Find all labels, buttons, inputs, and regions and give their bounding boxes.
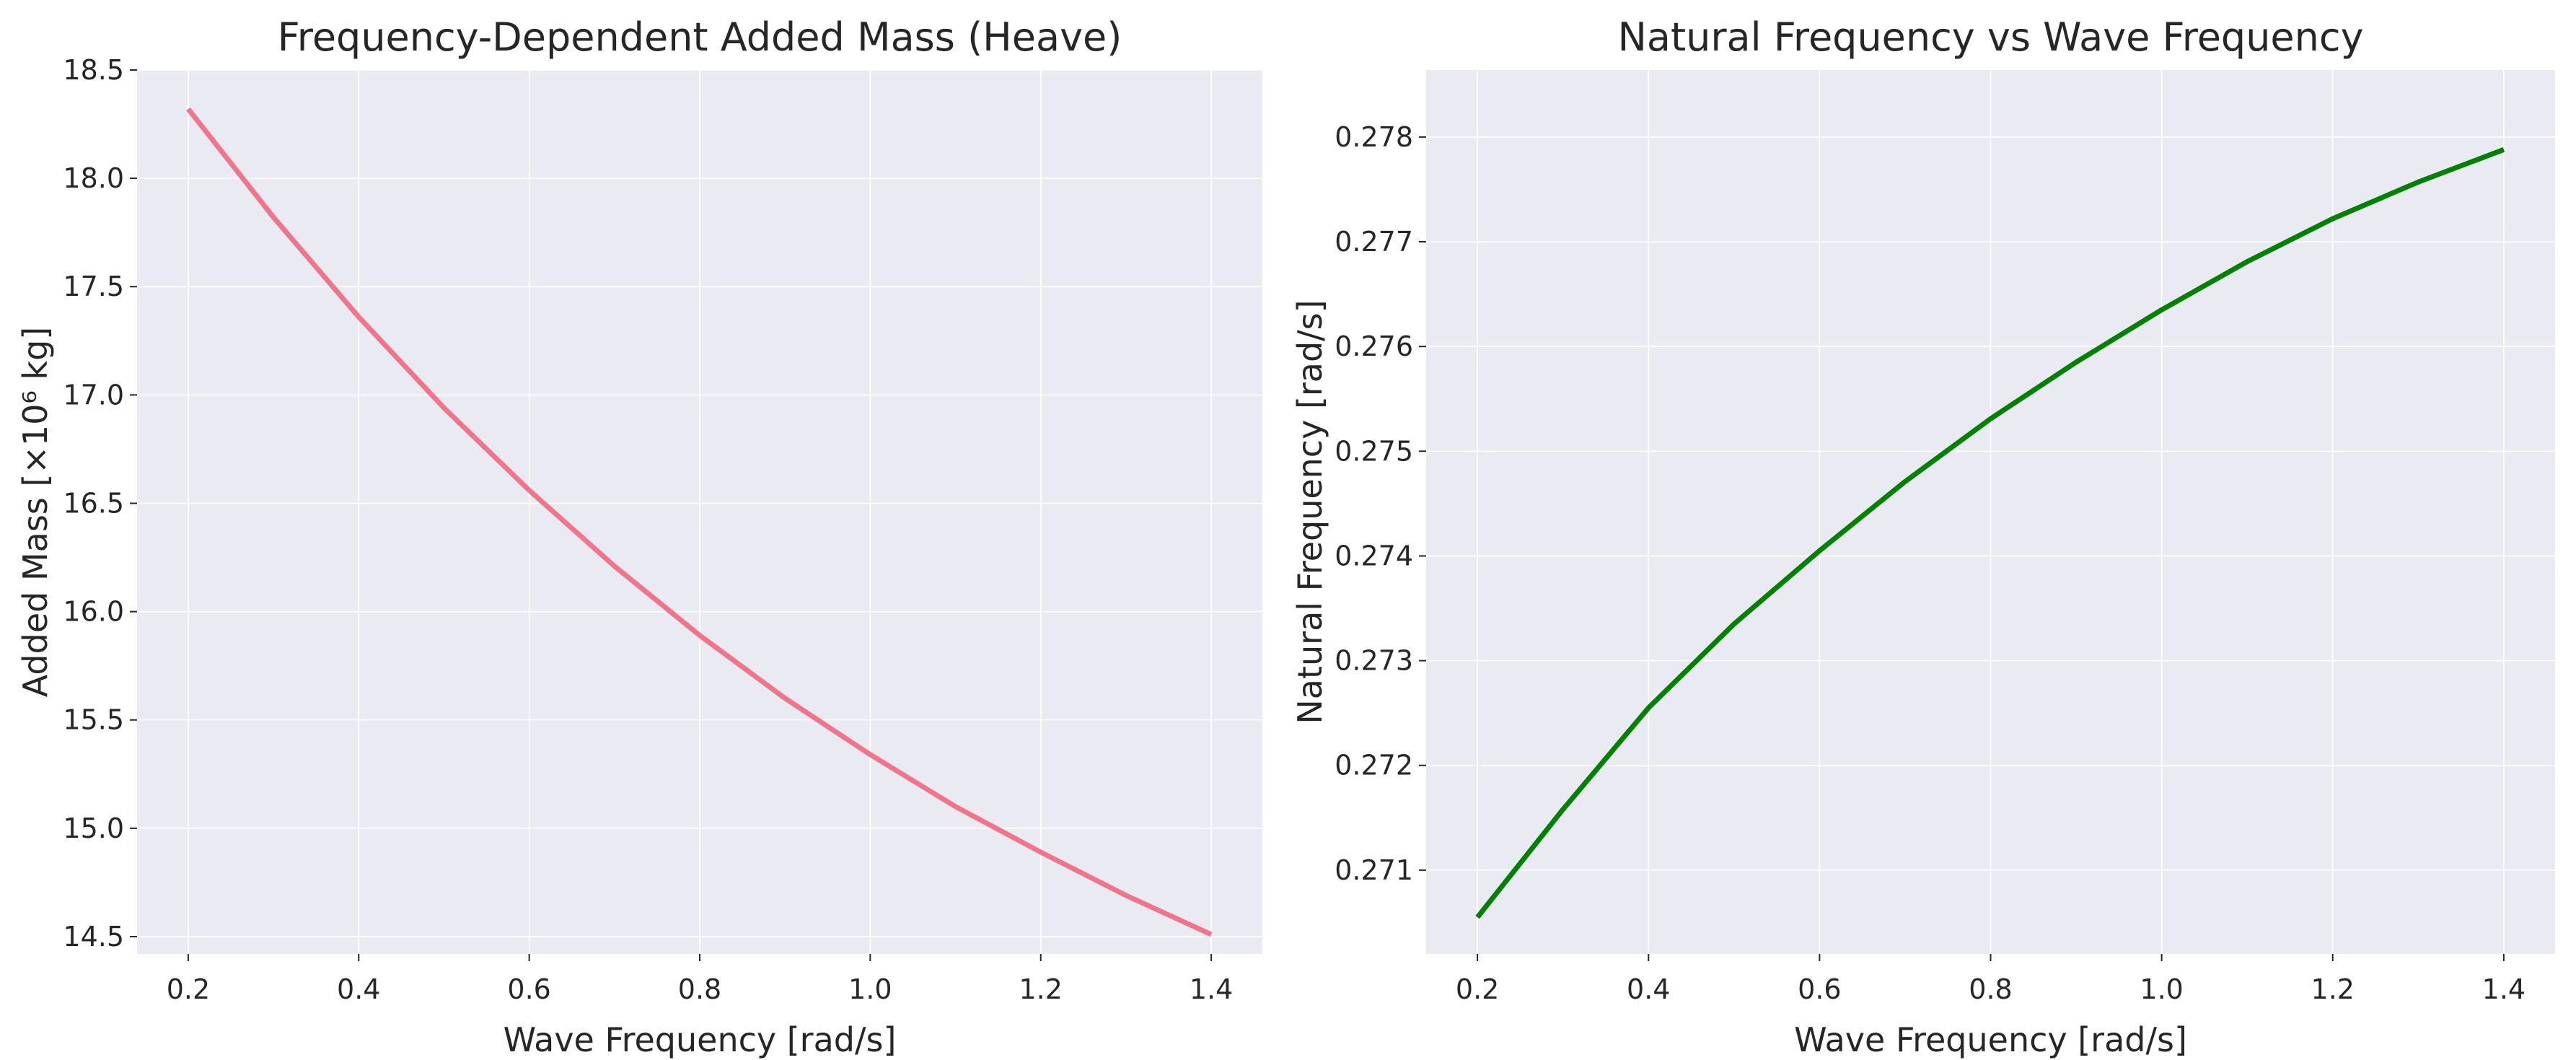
added-mass-x-axis-label: Wave Frequency [rad/s] [504, 1020, 897, 1059]
natural-frequency-y-axis-label: Natural Frequency [rad/s] [1291, 299, 1329, 724]
natural-frequency-y-tick-label: 0.273 [1335, 645, 1413, 677]
natural-frequency-panel: 0.2 0.4 0.6 0.8 1.0 1.2 1.4 0.271 0.272 0.273 0.27… [1291, 14, 2555, 1059]
natural-frequency-y-tick-label: 0.277 [1335, 226, 1413, 258]
natural-frequency-y-tick-label: 0.278 [1335, 121, 1413, 153]
added-mass-y-tick-label: 14.5 [63, 921, 124, 952]
added-mass-y-tick-label: 15.5 [63, 704, 124, 736]
natural-frequency-x-tick-label: 0.2 [1456, 973, 1499, 1005]
natural-frequency-x-tick-label: 1.4 [2482, 973, 2526, 1005]
natural-frequency-y-tick-label: 0.276 [1335, 330, 1413, 362]
added-mass-y-tick-label: 15.0 [63, 812, 124, 844]
natural-frequency-x-tick-label: 0.6 [1798, 973, 1841, 1005]
natural-frequency-series-line [1475, 147, 2505, 919]
added-mass-y-tick-label: 16.0 [63, 596, 124, 628]
natural-frequency-x-axis-label: Wave Frequency [rad/s] [1794, 1020, 2187, 1059]
added-mass-series-line [186, 107, 1213, 937]
natural-frequency-y-tick-label: 0.272 [1335, 750, 1413, 781]
added-mass-x-tick-label: 1.2 [1019, 973, 1063, 1005]
added-mass-x-tick-label: 0.6 [507, 973, 550, 1005]
added-mass-panel: 0.2 0.4 0.6 0.8 1.0 1.2 1.4 14.5 15.0 15.5 16.0 16.… [16, 14, 1262, 1059]
natural-frequency-y-tick-label: 0.275 [1335, 435, 1413, 467]
added-mass-y-tick-label: 17.0 [63, 379, 124, 411]
added-mass-y-axis-label: Added Mass [×10⁶ kg] [16, 327, 55, 697]
added-mass-y-tick-label: 17.5 [63, 271, 124, 302]
added-mass-y-tick-label: 16.5 [63, 487, 124, 519]
added-mass-x-tick-label: 1.0 [848, 973, 892, 1005]
added-mass-x-tick-label: 0.4 [337, 973, 380, 1005]
added-mass-x-tick-label: 0.2 [167, 973, 210, 1005]
natural-frequency-x-tick-label: 1.0 [2140, 973, 2183, 1005]
added-mass-y-tick-label: 18.5 [63, 54, 124, 86]
added-mass-y-tick-label: 18.0 [63, 162, 124, 194]
natural-frequency-x-tick-label: 0.8 [1969, 973, 2012, 1005]
natural-frequency-y-tick-label: 0.274 [1335, 540, 1413, 571]
natural-frequency-x-tick-label: 0.4 [1627, 973, 1670, 1005]
natural-frequency-chart-title: Natural Frequency vs Wave Frequency [1617, 14, 2363, 60]
added-mass-x-tick-label: 1.4 [1190, 973, 1233, 1005]
natural-frequency-y-tick-label: 0.271 [1335, 854, 1413, 886]
added-mass-x-tick-label: 0.8 [678, 973, 721, 1005]
added-mass-chart-title: Frequency-Dependent Added Mass (Heave) [278, 14, 1122, 60]
natural-frequency-x-tick-label: 1.2 [2311, 973, 2355, 1005]
